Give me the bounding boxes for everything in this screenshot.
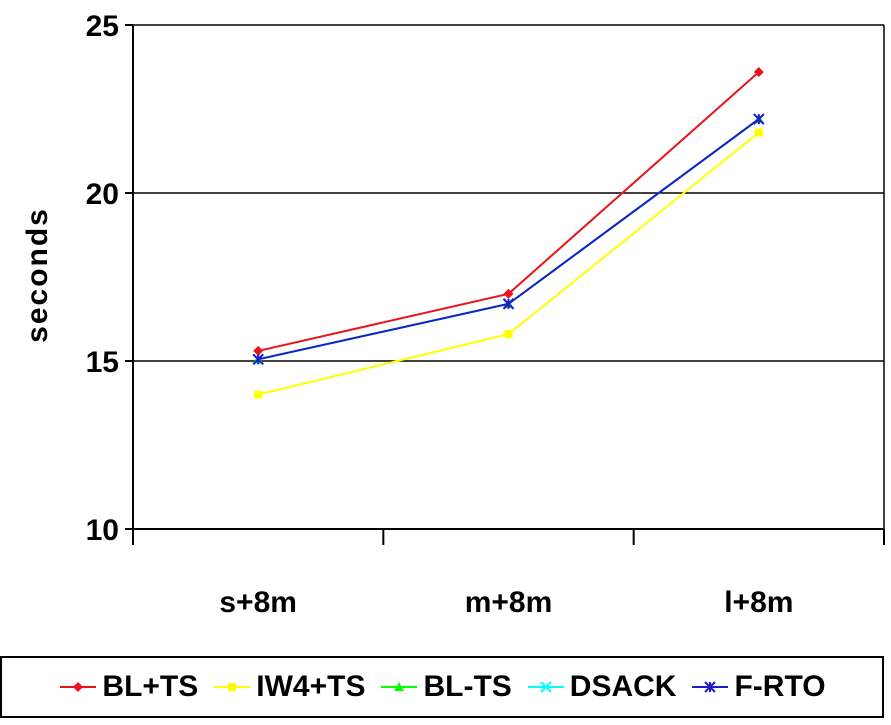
series-iw4-ts — [254, 128, 763, 399]
series-f-rto — [252, 113, 765, 366]
legend-swatch — [60, 682, 97, 692]
y-tick-label: 10 — [86, 514, 119, 547]
legend-item: IW4+TS — [212, 670, 365, 704]
legend-item: DSACK — [526, 670, 677, 704]
legend-swatch — [527, 681, 564, 693]
data-point — [753, 113, 765, 125]
series-bl-ts — [253, 67, 764, 356]
series-line — [257, 118, 760, 361]
series-line — [257, 118, 760, 361]
legend-label: IW4+TS — [256, 670, 366, 703]
data-point — [754, 128, 763, 137]
gridlines — [133, 24, 884, 362]
legend-label: DSACK — [569, 670, 677, 703]
y-tick-label: 15 — [86, 346, 119, 379]
legend-item: F-RTO — [690, 670, 826, 704]
data-point — [252, 353, 264, 366]
series-line — [257, 131, 760, 396]
x-tick-label: l+8m — [724, 586, 793, 619]
line-chart: 10 15 20 25 s+8m m+8m l+8m seconds — [21, 10, 885, 619]
axes — [125, 24, 885, 545]
data-point — [254, 390, 263, 399]
series-dsack — [252, 113, 765, 366]
data-point — [503, 288, 514, 299]
y-axis-title: seconds — [21, 207, 54, 343]
legend: BL+TS IW4+TS BL-TS DSACK F-RTO — [0, 656, 884, 718]
y-tick-label: 25 — [86, 10, 119, 43]
legend-item: BL-TS — [379, 670, 512, 704]
series-bl-ts — [253, 114, 764, 364]
data-point — [504, 330, 513, 339]
data-point — [502, 298, 515, 310]
series-group — [252, 67, 765, 399]
legend-swatch — [381, 682, 418, 691]
legend-swatch — [214, 683, 251, 691]
data-point — [253, 345, 264, 356]
legend-label: F-RTO — [734, 670, 826, 703]
data-point — [753, 67, 764, 78]
series-line — [257, 71, 760, 352]
y-tick-label: 20 — [86, 178, 119, 211]
x-tick-label: m+8m — [465, 586, 553, 619]
y-tick-labels: 10 15 20 25 — [86, 10, 119, 547]
series-line — [257, 118, 760, 361]
x-tick-label: s+8m — [219, 586, 297, 619]
x-tick-labels: s+8m m+8m l+8m — [219, 586, 793, 619]
legend-label: BL-TS — [423, 670, 512, 703]
legend-swatch — [692, 681, 729, 693]
legend-label: BL+TS — [102, 670, 199, 703]
legend-item: BL+TS — [58, 670, 198, 704]
